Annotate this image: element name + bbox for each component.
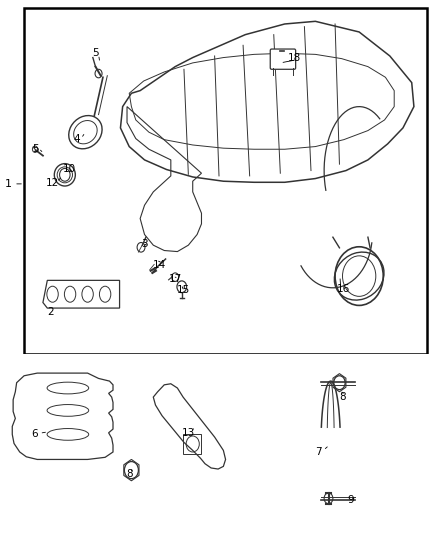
Text: 10: 10 <box>63 165 76 174</box>
Text: 9: 9 <box>347 495 354 505</box>
Text: 16: 16 <box>337 284 350 294</box>
Text: 3: 3 <box>141 239 148 248</box>
Bar <box>183 434 201 454</box>
Text: 8: 8 <box>126 470 133 479</box>
FancyBboxPatch shape <box>270 49 296 69</box>
Text: 15: 15 <box>177 285 190 295</box>
Text: 5: 5 <box>32 144 39 154</box>
Text: 7: 7 <box>315 447 322 457</box>
Text: 8: 8 <box>339 392 346 402</box>
Text: 4: 4 <box>73 134 80 143</box>
Text: 13: 13 <box>182 428 195 438</box>
Text: 2: 2 <box>47 307 54 317</box>
Text: 18: 18 <box>288 53 301 62</box>
Bar <box>24 8 427 354</box>
Text: 6: 6 <box>32 430 39 439</box>
Bar <box>0 354 438 533</box>
Text: 12: 12 <box>46 179 59 188</box>
Text: 17: 17 <box>169 274 182 284</box>
Text: 5: 5 <box>92 49 99 58</box>
Text: 1: 1 <box>4 179 11 189</box>
Text: 14: 14 <box>153 261 166 270</box>
